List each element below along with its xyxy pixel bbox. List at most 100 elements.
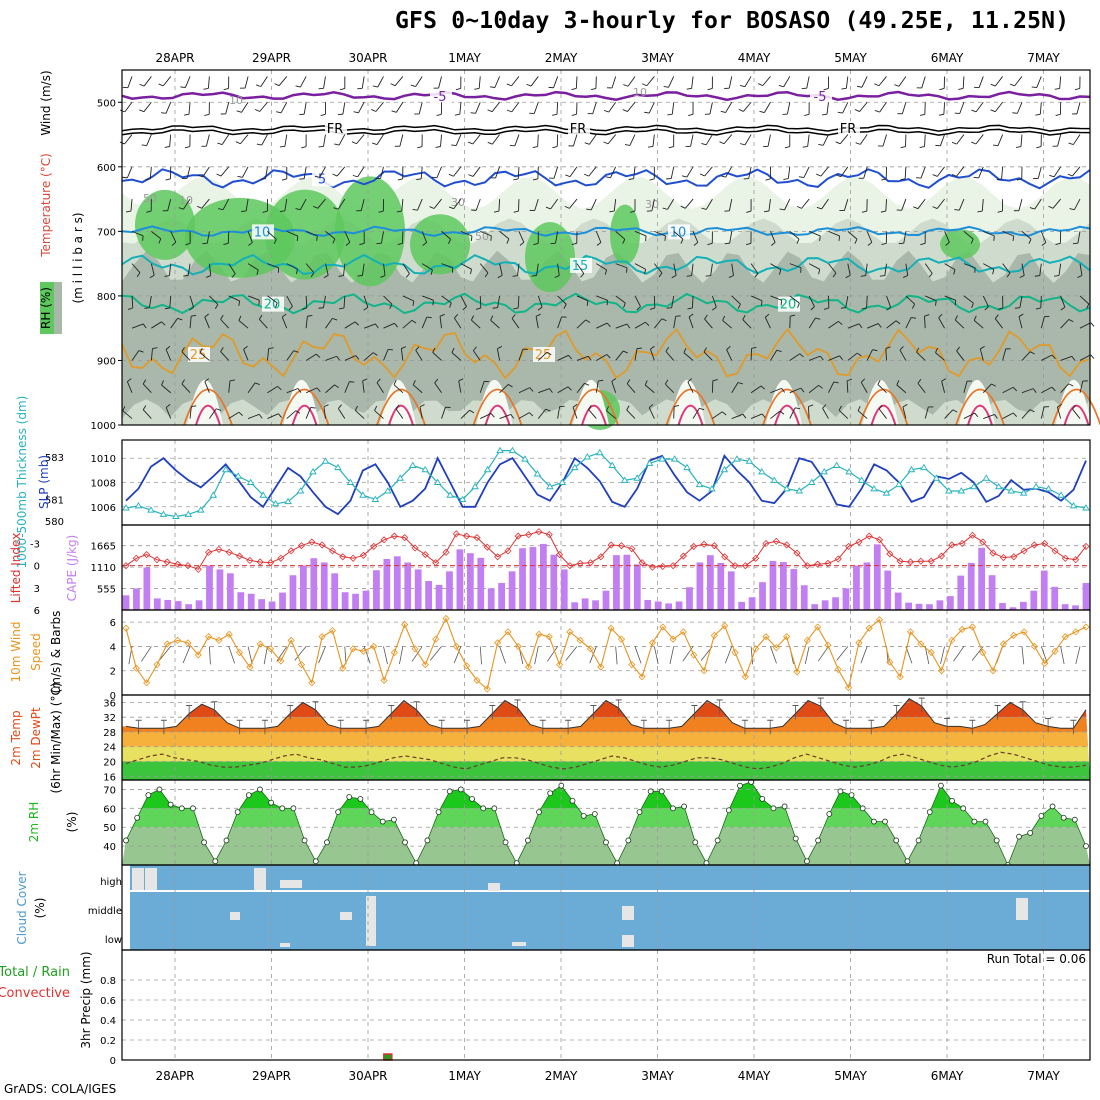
wind-barb-feather bbox=[526, 83, 532, 87]
rh-marker bbox=[1016, 833, 1022, 840]
temp-color-band bbox=[122, 761, 1090, 780]
wind-barb-feather bbox=[510, 414, 515, 419]
cape-bar bbox=[435, 584, 443, 610]
wind-barb bbox=[846, 380, 849, 393]
wind-barb-feather bbox=[353, 111, 359, 114]
wind-barb bbox=[1019, 295, 1023, 308]
wind-barb-feather bbox=[268, 347, 274, 349]
wind-barb-feather bbox=[703, 347, 707, 353]
wind-barb-feather bbox=[980, 345, 985, 350]
wind-barb-feather bbox=[1068, 319, 1074, 323]
surface-wind-barb bbox=[318, 646, 326, 664]
wind-barb-feather bbox=[680, 238, 684, 244]
wind-barb bbox=[1002, 348, 1007, 361]
wind-barb bbox=[1053, 166, 1062, 178]
wind-barb bbox=[983, 414, 995, 419]
wind-barb bbox=[422, 295, 434, 301]
li-marker bbox=[483, 543, 491, 551]
li-marker bbox=[803, 562, 811, 570]
wind-barb-feather bbox=[508, 384, 513, 388]
wind-barb-feather bbox=[529, 387, 534, 392]
wind-barb bbox=[770, 231, 776, 243]
rh-marker bbox=[971, 818, 978, 825]
rh-contour-label: 10 bbox=[633, 86, 647, 99]
wind-barb bbox=[886, 320, 897, 329]
wind-barb bbox=[393, 384, 404, 394]
temp-tick-label: 16 bbox=[103, 772, 116, 783]
wind-barb bbox=[1060, 355, 1073, 361]
wind-barb bbox=[615, 263, 628, 269]
li-marker bbox=[617, 542, 626, 550]
pressure-tick-label: 1000 bbox=[91, 421, 116, 432]
wind-barb bbox=[1014, 76, 1023, 87]
wind-barb bbox=[924, 263, 933, 274]
wind-barb bbox=[187, 263, 191, 276]
date-label-top: 7MAY bbox=[1027, 51, 1060, 65]
wind-barb-feather bbox=[260, 178, 266, 180]
wind-barb-feather bbox=[835, 141, 841, 145]
wind-barb-feather bbox=[454, 314, 459, 319]
wind-speed-marker bbox=[349, 645, 357, 653]
cape-bar bbox=[1040, 570, 1048, 610]
wind-barb bbox=[260, 76, 268, 87]
wind-speed-marker bbox=[586, 645, 595, 653]
rh-unit-label: (%) bbox=[65, 812, 79, 833]
wind-barb bbox=[303, 102, 307, 115]
li-tick-label: -3 bbox=[30, 539, 40, 550]
li-marker bbox=[586, 559, 595, 567]
wind-barb-feather bbox=[474, 87, 480, 90]
wind-barb bbox=[898, 76, 907, 87]
wind-barb-feather bbox=[742, 315, 746, 320]
wind-barb bbox=[944, 231, 950, 243]
wind-barb bbox=[1076, 102, 1081, 114]
wind-barb bbox=[284, 134, 288, 147]
wind-barb bbox=[432, 352, 442, 361]
wind-barb bbox=[975, 134, 984, 145]
profile-panel: 28APR 29APR 30APR 1MAY 2MAY 3MAY 4MAY 5MAY 6MAY 7… bbox=[39, 51, 1100, 432]
pressure-tick-label: 500 bbox=[97, 98, 116, 109]
wind-barb-feather bbox=[158, 83, 164, 87]
wind-barb bbox=[420, 166, 423, 179]
wind-barb bbox=[344, 231, 351, 243]
wind-barb-feather bbox=[686, 275, 692, 277]
slp-axis-label: SLP (mb) bbox=[37, 455, 51, 509]
li-marker bbox=[669, 562, 677, 570]
wind-barb-feather bbox=[323, 404, 329, 408]
wind-barb-feather bbox=[378, 210, 384, 213]
li-marker bbox=[865, 532, 873, 540]
wind-barb bbox=[789, 387, 802, 394]
wind-barb-feather bbox=[605, 176, 611, 179]
wind-barb bbox=[626, 409, 636, 419]
surface-wind-barb bbox=[141, 646, 152, 662]
rh-marker bbox=[335, 809, 341, 816]
wind-barb bbox=[615, 323, 628, 329]
wind-barb bbox=[1002, 230, 1014, 237]
wind-speed-marker bbox=[814, 623, 822, 631]
wind-barb-feather bbox=[338, 275, 344, 277]
wind-barb bbox=[399, 134, 404, 147]
wind-barb-feather bbox=[823, 307, 829, 310]
wind-barb bbox=[673, 316, 677, 329]
wind-barb bbox=[146, 134, 152, 146]
wind-barb-feather bbox=[939, 88, 945, 91]
wind-barb-feather bbox=[357, 275, 363, 277]
wind-barb-feather bbox=[334, 143, 340, 146]
wind-speed-marker bbox=[1072, 628, 1080, 636]
thickness-marker bbox=[284, 497, 292, 505]
wind-barb-feather bbox=[900, 178, 906, 181]
wind-barb-feather bbox=[218, 208, 224, 211]
wind-barb bbox=[711, 295, 717, 308]
wind-barb-feather bbox=[203, 87, 209, 90]
wind-barb-feather bbox=[288, 306, 293, 311]
wind-speed-marker bbox=[143, 679, 151, 687]
wind-barb bbox=[325, 384, 335, 394]
wind-barb-feather bbox=[235, 141, 241, 145]
wind-barb-feather bbox=[800, 387, 805, 393]
wind-barb bbox=[596, 354, 607, 361]
wind-barb bbox=[207, 76, 210, 89]
wind-barb-feather bbox=[223, 242, 229, 245]
temperature-label: -5 bbox=[434, 90, 447, 105]
wind-barb bbox=[627, 101, 636, 112]
thickness-marker bbox=[845, 468, 853, 475]
wind-barb bbox=[768, 199, 771, 212]
